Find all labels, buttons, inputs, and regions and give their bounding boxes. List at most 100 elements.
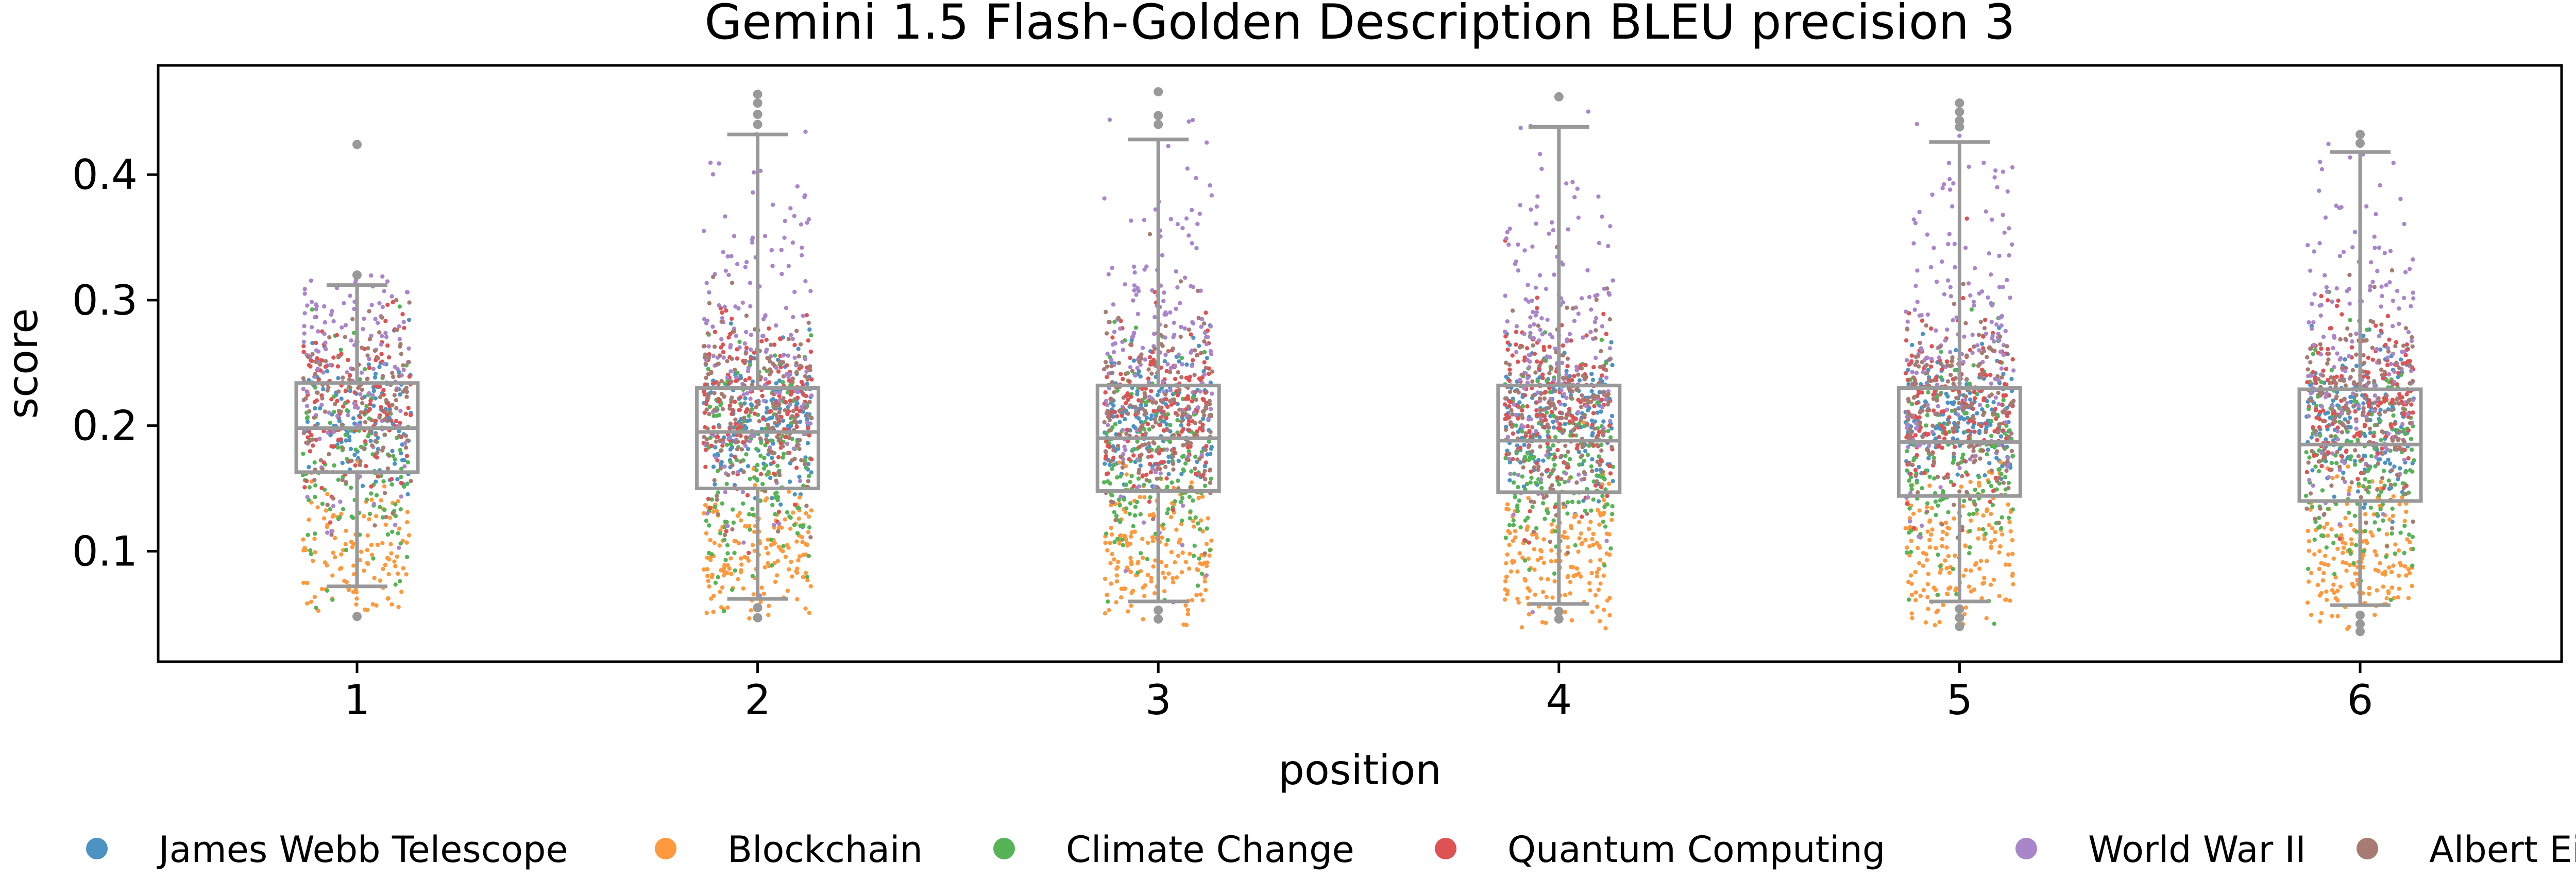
data-point [1563,422,1567,426]
data-point [1121,395,1126,400]
data-point [1522,386,1527,391]
data-point [1913,221,1918,226]
data-point [1533,429,1538,434]
data-point [1952,301,1957,306]
data-point [1544,453,1549,458]
data-point [1914,453,1919,458]
data-point [304,416,310,421]
data-point [1503,579,1508,584]
data-point [1977,348,1981,353]
data-point [351,416,356,421]
data-point [1983,421,1988,426]
data-point [1204,310,1208,315]
data-point [354,596,359,601]
data-point [806,479,811,484]
data-point [1142,391,1147,395]
data-point [331,355,336,360]
data-point [338,409,343,414]
data-point [1930,423,1935,428]
data-point [752,170,756,175]
data-point [1209,446,1214,451]
data-point [1588,559,1593,564]
data-point [356,456,361,461]
data-point [1978,456,1982,461]
data-point [378,384,382,389]
data-point [1943,432,1948,436]
data-point [1983,531,1988,536]
data-point [1991,577,1996,582]
data-point [1937,443,1941,447]
data-point [1131,524,1136,529]
data-point [1174,527,1179,532]
data-point [1159,560,1164,565]
data-point [351,563,356,568]
data-point [1945,475,1950,480]
data-point [2008,403,2013,407]
data-point [1140,443,1144,448]
data-point [1925,413,1930,418]
data-point [1917,364,1921,369]
data-point [1998,349,2003,354]
data-point [1935,398,1939,403]
data-point [1112,540,1117,545]
data-point [387,453,392,458]
data-point [1599,459,1604,464]
data-point [1168,423,1173,427]
data-point [367,407,372,411]
data-point [369,303,374,307]
data-point [742,401,747,406]
data-point [1989,468,1994,473]
data-point [1168,310,1173,315]
data-point [2352,459,2357,463]
data-point [1103,360,1108,365]
data-point [331,550,335,555]
data-point [768,409,773,413]
data-point [401,368,406,372]
data-point [1207,553,1212,558]
data-point [1142,495,1147,499]
data-point [736,470,740,474]
data-point [358,377,362,382]
data-point [729,572,734,576]
data-point [1198,561,1202,566]
data-point [393,582,398,587]
data-point [352,331,357,335]
data-point [1583,363,1588,368]
data-point [1963,246,1968,250]
data-point [1138,512,1143,516]
data-point [771,451,775,456]
data-point [1965,472,1970,477]
data-point [796,506,802,511]
data-point [756,402,761,407]
data-point [1149,371,1154,376]
data-point [728,369,733,374]
data-point [1202,360,1207,365]
data-point [398,344,402,349]
data-point [1948,372,1953,377]
data-point [1165,362,1170,367]
data-point [748,439,752,444]
data-point [1998,315,2004,320]
data-point [777,378,782,383]
data-point [331,319,336,324]
data-point [1185,612,1190,617]
data-point [1601,573,1606,578]
data-point [386,572,391,577]
data-point [1981,410,1987,415]
data-point [1103,449,1108,454]
data-point [781,374,786,379]
data-point [1604,375,1609,380]
data-point [385,532,391,537]
data-point [2361,401,2366,406]
data-point [773,495,778,500]
data-point [749,347,753,352]
data-point [379,342,384,347]
data-point [1175,412,1180,418]
data-point [1175,393,1180,398]
data-point [1993,407,1998,411]
data-point [1506,399,1512,403]
data-point [1154,448,1159,453]
data-point [1948,294,1954,299]
data-point [336,389,341,394]
data-point [711,609,716,614]
